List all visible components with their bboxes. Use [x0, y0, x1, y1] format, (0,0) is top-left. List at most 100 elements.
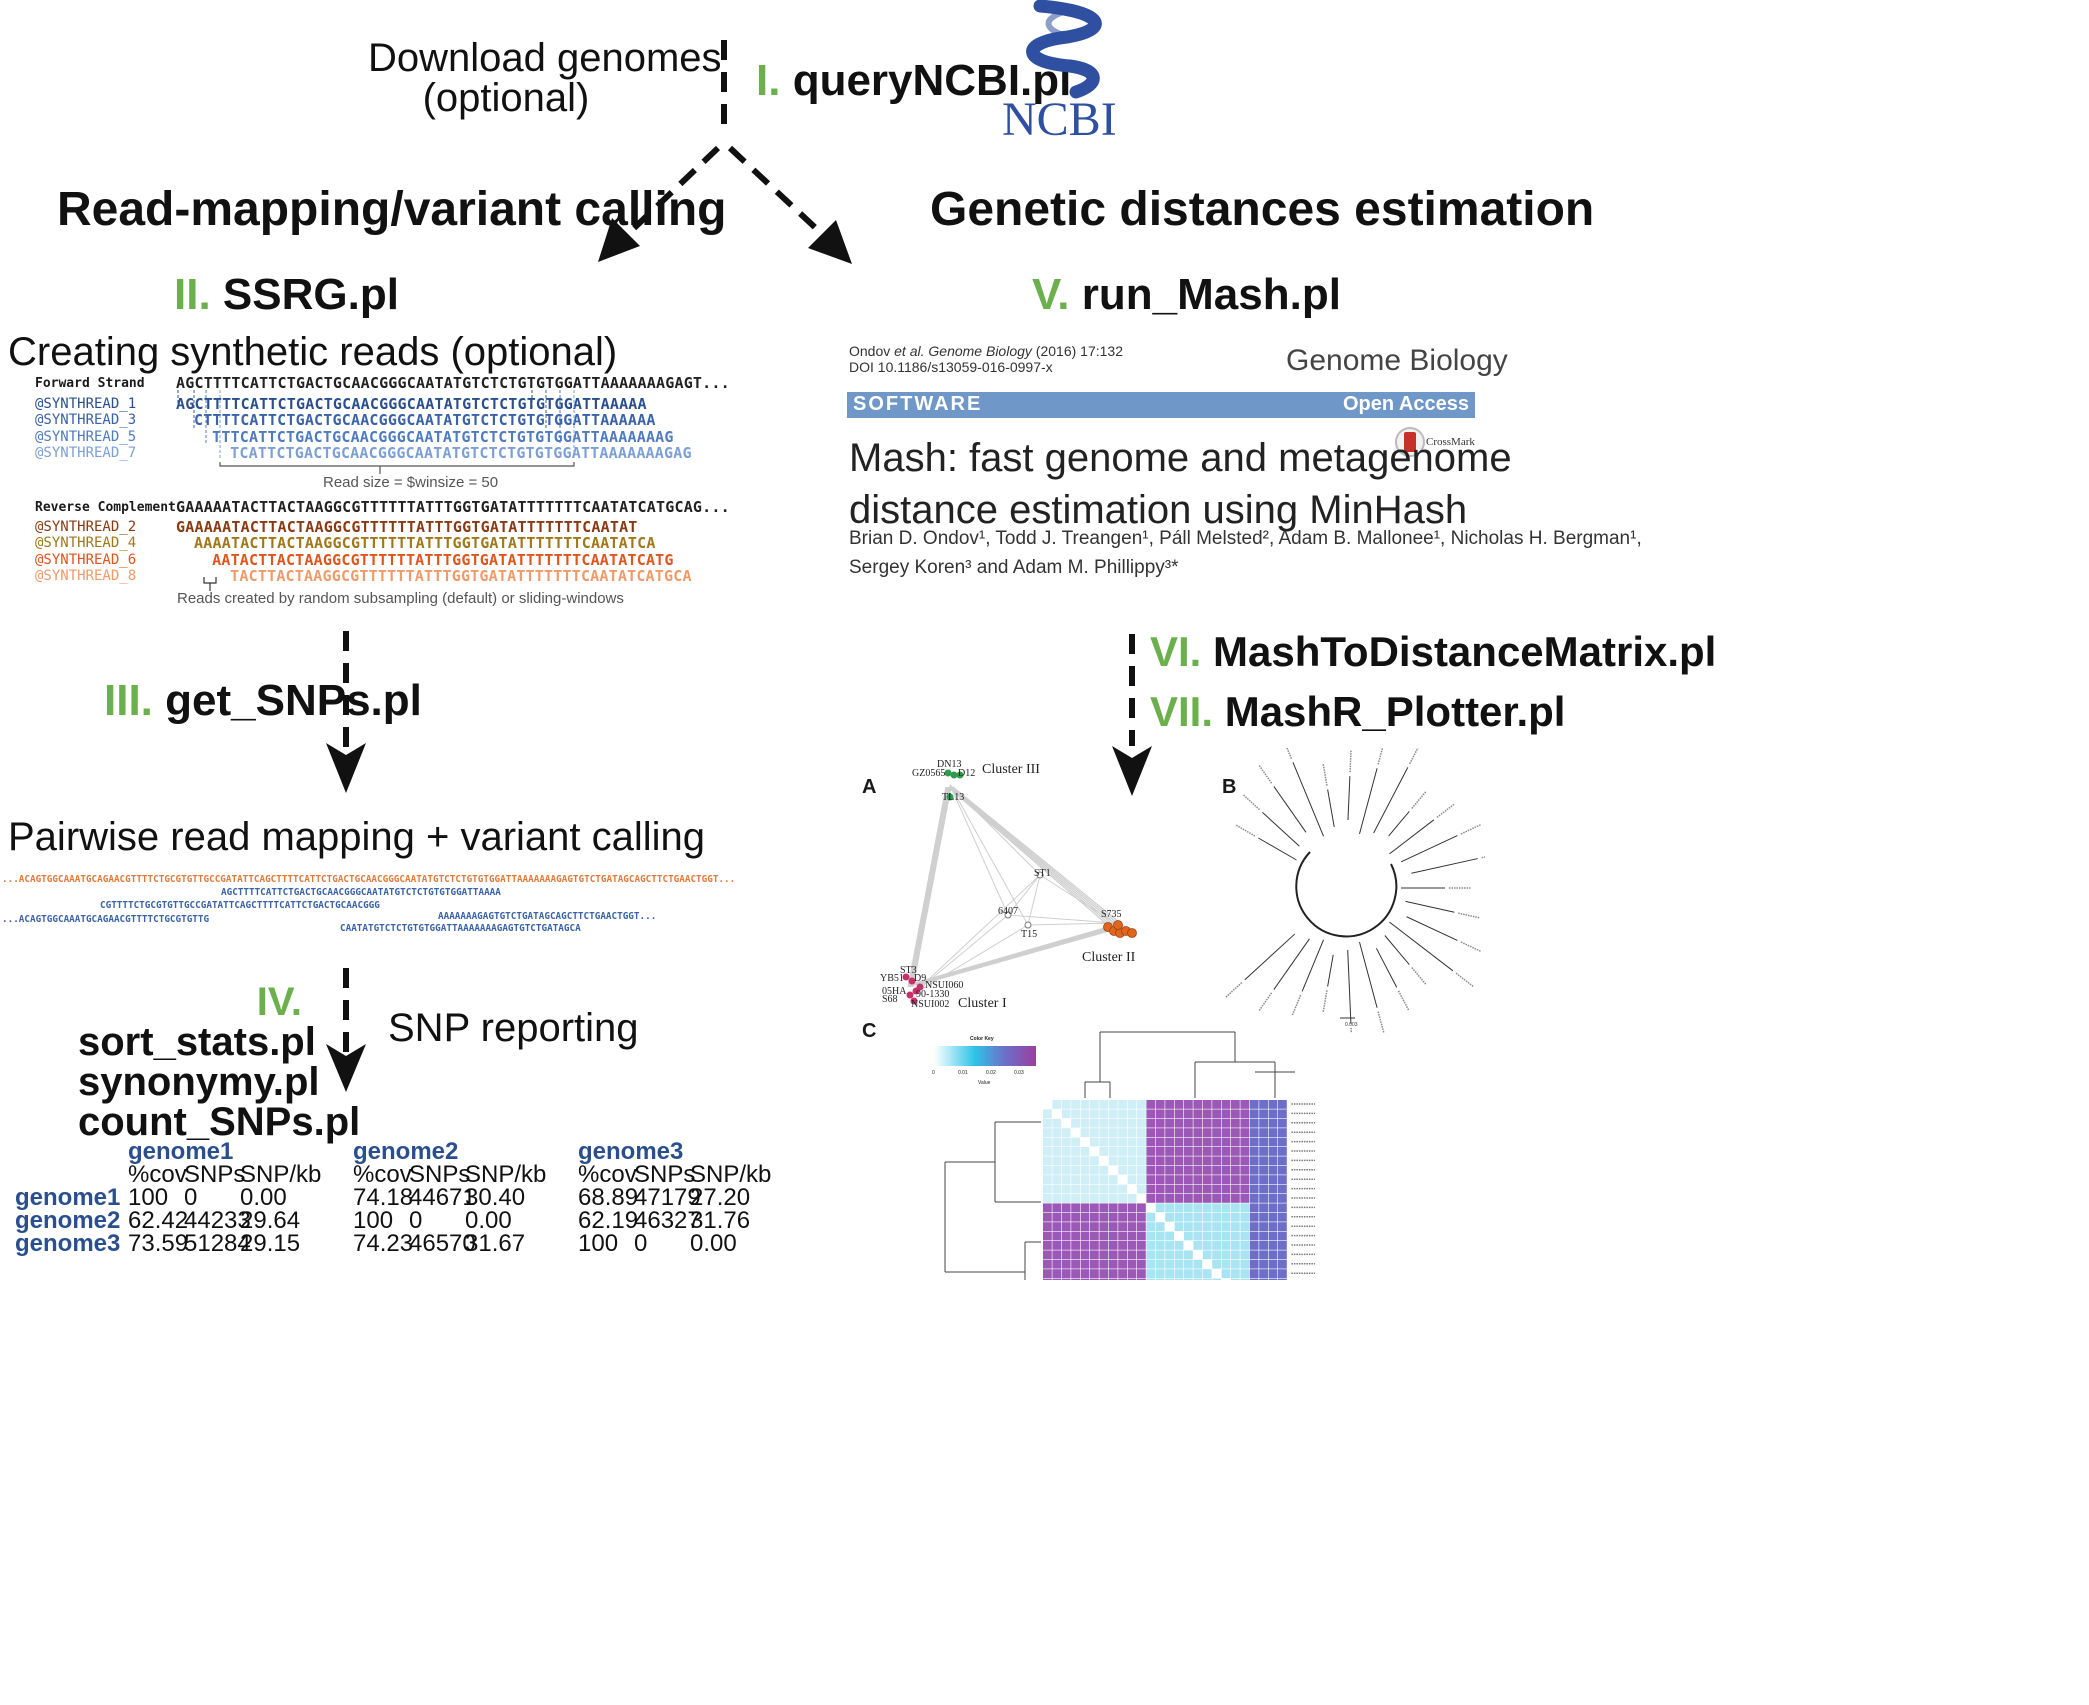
- heatmap-cell: [1090, 1194, 1099, 1203]
- heatmap-cell: [1221, 1184, 1231, 1194]
- step5-number: V.: [1032, 270, 1070, 319]
- heatmap-cell: [1268, 1231, 1278, 1241]
- heatmap-cell: [1212, 1137, 1221, 1147]
- table-col-group: genome1: [128, 1138, 234, 1165]
- heatmap-cell: [1165, 1222, 1174, 1231]
- heatmap-cell: [1231, 1194, 1240, 1203]
- heatmap-cell: [1071, 1109, 1080, 1119]
- network-edge: [949, 784, 1029, 926]
- tree-arc: [1295, 851, 1398, 938]
- heatmap-cell: [1259, 1118, 1268, 1128]
- heatmap-cell: [1155, 1109, 1165, 1119]
- heatmap-cell: [1202, 1147, 1212, 1156]
- heatmap-cell: [1278, 1147, 1287, 1156]
- heatmap-cell: [1108, 1109, 1118, 1119]
- heatmap-cell: [1127, 1222, 1137, 1231]
- heatmap-cell: [1108, 1156, 1118, 1166]
- network-edge: [949, 784, 1009, 916]
- heatmap-cell: [1202, 1137, 1212, 1147]
- heatmap-cell: [1249, 1184, 1259, 1194]
- table-cell: 29.15: [240, 1230, 301, 1257]
- network-edge: [911, 924, 1029, 996]
- heatmap-cell: [1212, 1241, 1221, 1250]
- heatmap-cell: [1240, 1137, 1250, 1147]
- tree-leaf-label-mark: [1408, 748, 1419, 765]
- heatmap-cell: [1249, 1100, 1259, 1109]
- heatmap-cell: [1090, 1212, 1099, 1222]
- heatmap-cell: [1099, 1109, 1109, 1119]
- step2-script: SSRG.pl: [222, 270, 399, 319]
- heatmap-cell: [1137, 1156, 1146, 1166]
- tree-branch: [1347, 776, 1351, 821]
- heatmap-cell: [1193, 1118, 1203, 1128]
- step1-label: I. queryNCBI.pl: [756, 56, 1071, 106]
- paper-title-line2: distance estimation using MinHash: [849, 488, 1468, 532]
- color-key-tick-2: 0.02: [986, 1070, 996, 1076]
- heatmap-cell: [1212, 1194, 1221, 1203]
- table-subheader: SNP/kb: [690, 1161, 772, 1188]
- heatmap-cell: [1221, 1165, 1231, 1175]
- heatmap-cell: [1165, 1109, 1174, 1119]
- heatmap-cell: [1090, 1259, 1099, 1269]
- tree-leaf-label-mark: [1377, 748, 1384, 765]
- heatmap-cell: [1249, 1109, 1259, 1119]
- heatmap-cell: [1240, 1118, 1250, 1128]
- network-edge: [949, 784, 1041, 876]
- heatmap-cell: [1090, 1269, 1099, 1278]
- heatmap-cell: [1174, 1250, 1184, 1260]
- tree-leaf-label-mark: [1286, 748, 1293, 759]
- heatmap-cell: [1052, 1241, 1062, 1250]
- heatmap-cell: [1184, 1203, 1193, 1213]
- heatmap-cell: [1278, 1175, 1287, 1184]
- heatmap-cell: [1240, 1203, 1250, 1213]
- heatmap-cell: [1240, 1175, 1250, 1184]
- cluster-iii-node: [944, 769, 952, 777]
- heatmap-cell: [1174, 1118, 1184, 1128]
- table-row-name: genome1: [15, 1184, 121, 1211]
- snp-reporting-label: SNP reporting: [388, 1006, 639, 1050]
- heatmap-cell: [1231, 1269, 1240, 1278]
- network-node-label: S68: [882, 994, 898, 1005]
- heatmap-cell: [1165, 1128, 1174, 1137]
- heatmap-cell: [1268, 1250, 1278, 1260]
- heatmap-cell: [1174, 1212, 1184, 1222]
- heatmap-cell: [1127, 1100, 1137, 1109]
- tree-branch: [1388, 811, 1410, 837]
- tree-leaf-label-mark: [1258, 764, 1273, 784]
- citation-journal: Genome Biology: [924, 343, 1032, 359]
- tree-branch: [1411, 858, 1478, 874]
- crossmark-badge: CrossMark: [1394, 426, 1475, 463]
- heatmap-cell: [1231, 1128, 1240, 1137]
- heatmap-cell: [1052, 1147, 1062, 1156]
- network-node-label: 6407: [998, 906, 1018, 917]
- heatmap-cell: [1137, 1259, 1146, 1269]
- heatmap-cell: [1137, 1137, 1146, 1147]
- heatmap-cell: [1202, 1212, 1212, 1222]
- heatmap-cell: [1193, 1194, 1203, 1203]
- tree-branch: [1384, 935, 1410, 965]
- heatmap-cell: [1268, 1165, 1278, 1175]
- journal-name: Genome Biology: [1286, 344, 1508, 377]
- heatmap-cell: [1174, 1165, 1184, 1175]
- heatmap-cell: [1184, 1269, 1193, 1278]
- reverse-read-id: @SYNTHREAD_6: [35, 551, 137, 568]
- paper-authors: Brian D. Ondov¹, Todd J. Treangen¹, Páll…: [849, 524, 1642, 582]
- heatmap-cell: [1184, 1147, 1193, 1156]
- heatmap-cell: [1080, 1278, 1090, 1280]
- heatmap-cell: [1108, 1222, 1118, 1231]
- heatmap-cell: [1052, 1156, 1062, 1166]
- heatmap-cell: [1202, 1100, 1212, 1109]
- heatmap-cell: [1193, 1165, 1203, 1175]
- heatmap-cell: [1043, 1165, 1052, 1175]
- heatmap-cell: [1146, 1241, 1156, 1250]
- top-fork-arrows: [598, 40, 852, 264]
- heatmap-cell: [1090, 1137, 1099, 1147]
- heatmap-cell: [1240, 1241, 1250, 1250]
- heatmap-cell: [1043, 1118, 1052, 1128]
- heatmap-cell: [1061, 1241, 1071, 1250]
- heatmap-cell: [1165, 1250, 1174, 1260]
- heatmap-cell: [1231, 1184, 1240, 1194]
- heatmap-cell: [1118, 1278, 1127, 1280]
- heatmap-cell: [1137, 1269, 1146, 1278]
- cluster-iii-node: [946, 793, 954, 801]
